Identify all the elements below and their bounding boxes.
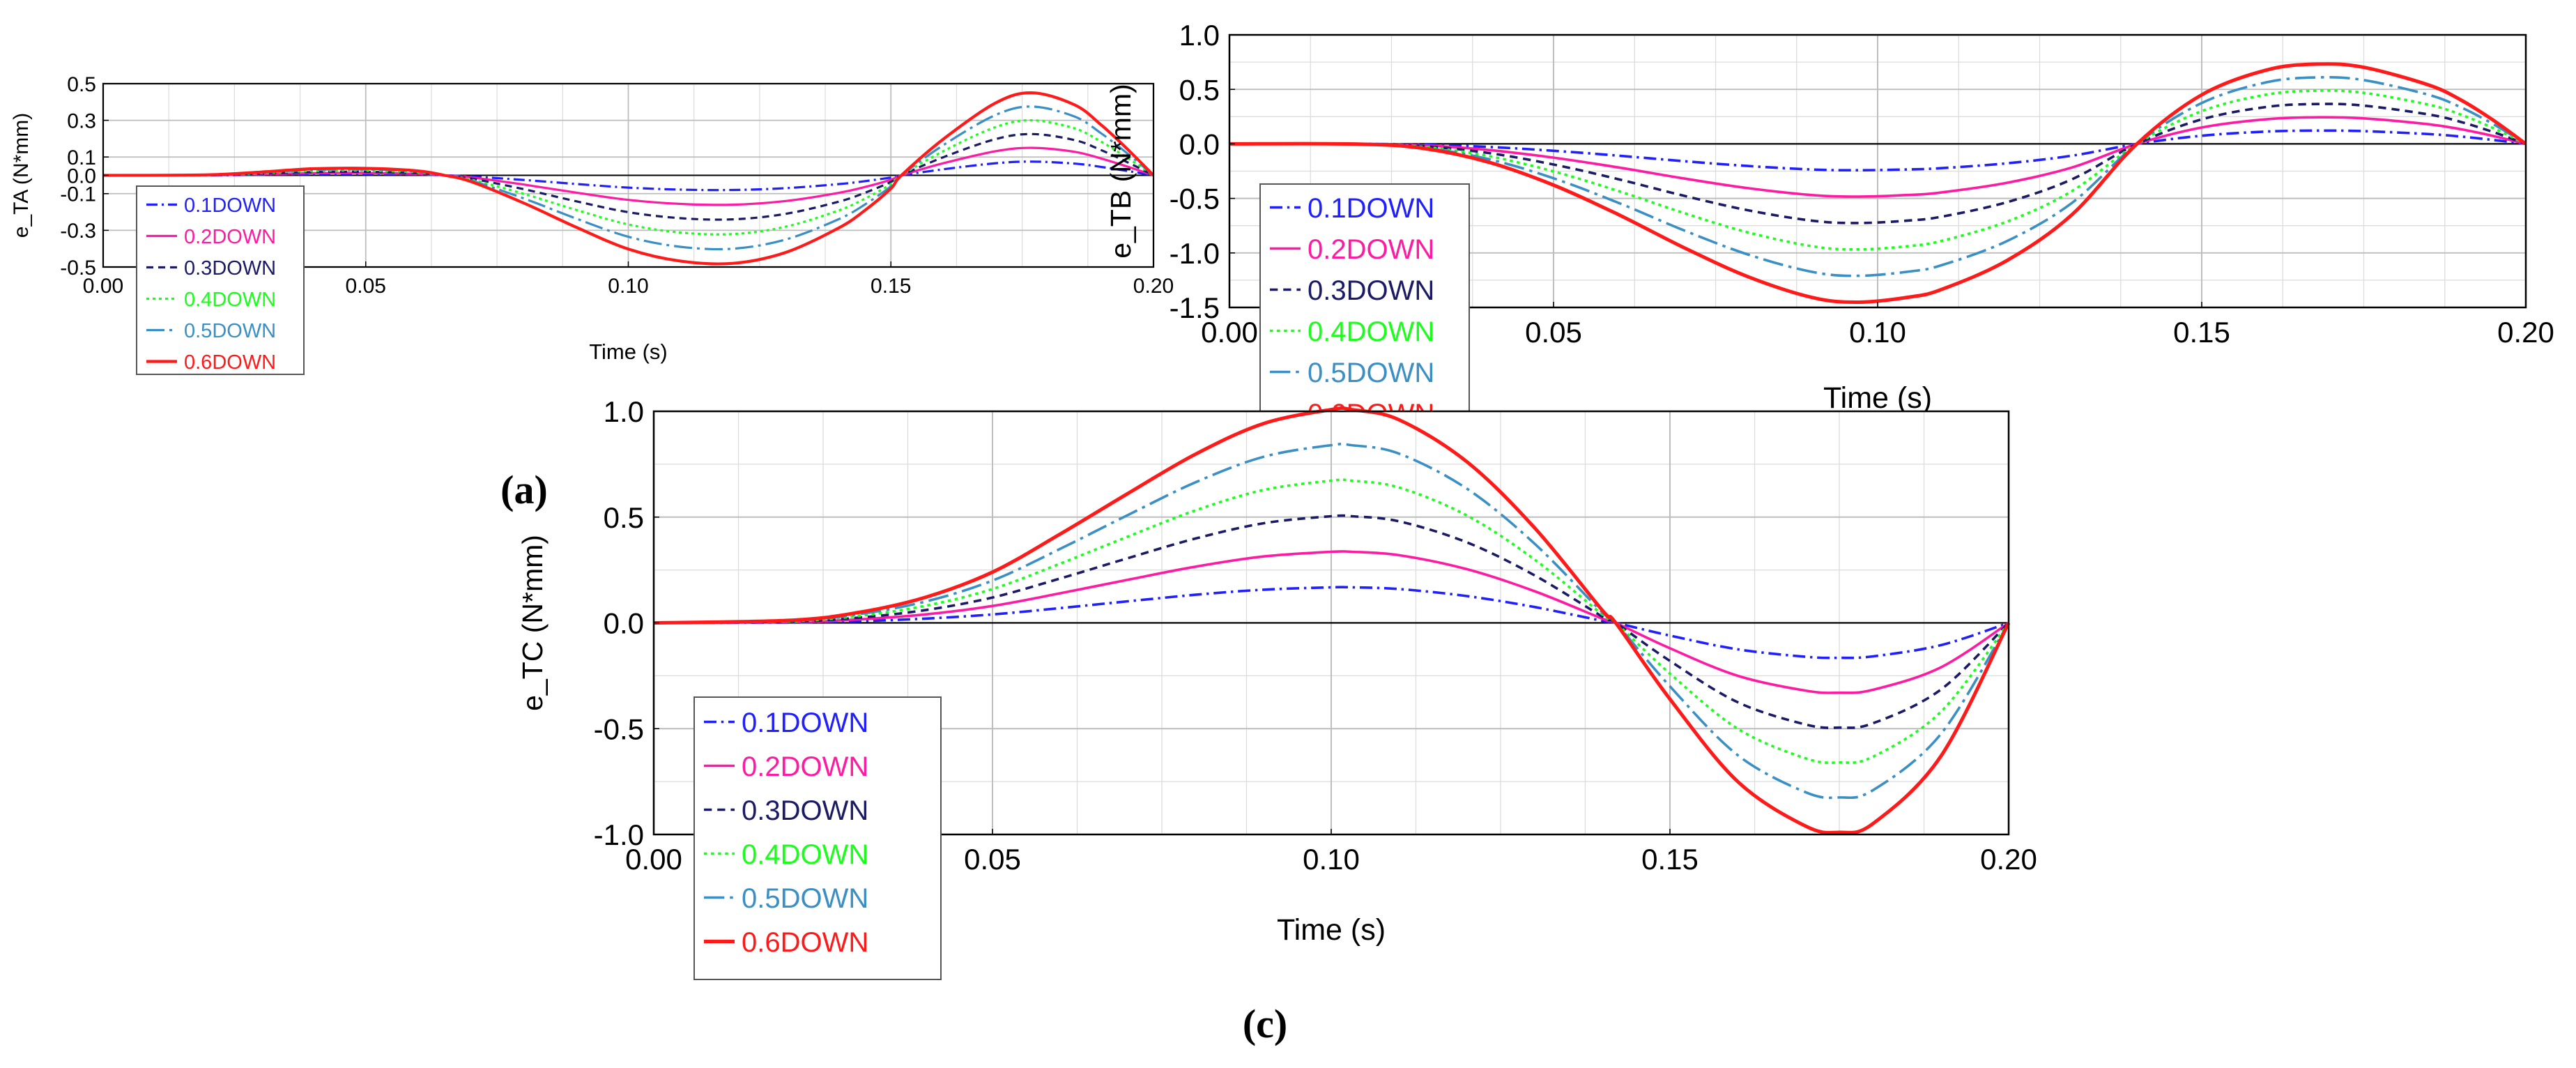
y-tick-label: -0.5 <box>60 257 96 280</box>
y-tick-label: -1.5 <box>1170 291 1220 324</box>
series-line-0.4down <box>653 478 2010 764</box>
series-line-0.2down <box>102 146 1154 206</box>
legend-label: 0.3DOWN <box>184 257 276 280</box>
x-axis-label: Time (s) <box>589 340 668 364</box>
y-tick-label: 0.5 <box>67 73 96 96</box>
legend-label: 0.1DOWN <box>1308 193 1434 224</box>
x-tick-label: 0.00 <box>1201 316 1258 349</box>
series-line-0.3down <box>1229 102 2527 224</box>
series-line-0.1down <box>1229 129 2527 172</box>
x-tick-label: 0.15 <box>1641 843 1699 876</box>
y-axis-label: e_TA (N*mm) <box>10 113 33 238</box>
x-tick-label: 0.10 <box>1849 316 1906 349</box>
series-line-0.1down <box>102 160 1154 192</box>
chart-b: 0.00 0.05 0.10 0.15 0.20-1.5-1.0-0.50.00.51.… <box>1105 19 2554 512</box>
y-axis-label: e_TB (N*mm) <box>1105 84 1137 259</box>
x-tick-label: 0.15 <box>871 275 911 298</box>
legend-box <box>1259 183 1470 446</box>
series-line-0.3down <box>653 514 2010 729</box>
x-tick-label: 0.10 <box>608 275 648 298</box>
y-tick-label: 0.0 <box>604 607 644 640</box>
y-tick-label: 0.5 <box>1179 73 1220 106</box>
y-tick-label: -0.5 <box>1170 183 1220 215</box>
chart-c: 0.00 0.05 0.10 0.15 0.20 -1.0 -0.5 0.0 0.5 1.0 Tim… <box>516 395 2037 1046</box>
chart-a: 0.00 0.05 0.10 0.15 0.20 -0.5 -0.3 -0.10.00.1 0.… <box>10 73 1174 512</box>
y-tick-label: 0.5 <box>604 501 644 534</box>
series-line-0.2down <box>1229 116 2527 198</box>
legend-label: 0.5DOWN <box>184 320 276 342</box>
x-tick-label: 0.00 <box>625 843 682 876</box>
y-tick-label: 0.0 <box>67 165 96 188</box>
x-tick-label: 0.20 <box>2497 316 2554 349</box>
x-tick-label: 0.10 <box>1303 843 1360 876</box>
legend-label: 0.1DOWN <box>742 708 868 738</box>
legend-label: 0.2DOWN <box>184 226 276 248</box>
x-tick-label: 0.05 <box>964 843 1021 876</box>
y-tick-label: 1.0 <box>604 395 644 428</box>
x-tick-label: 0.20 <box>1980 843 2037 876</box>
legend-label: 0.4DOWN <box>742 839 868 870</box>
series-line-0.6down <box>653 406 2011 835</box>
series-line-0.3down <box>102 132 1154 221</box>
y-tick-label: -1.0 <box>1170 237 1220 270</box>
legend-label: 0.1DOWN <box>184 194 276 217</box>
series-line-0.4down <box>102 119 1154 236</box>
series-line-0.6down <box>102 91 1155 266</box>
series-line-0.4down <box>1229 89 2527 251</box>
legend-box <box>136 185 305 375</box>
legend-label: 0.2DOWN <box>742 752 868 782</box>
y-axis-label: e_TC (N*mm) <box>516 535 549 711</box>
y-tick-label: -1.0 <box>594 818 644 851</box>
series-line-0.6down <box>1229 62 2527 305</box>
y-tick-label: 0.1 <box>67 146 96 169</box>
legend-label: 0.3DOWN <box>742 795 868 826</box>
legend-label: 0.2DOWN <box>1308 234 1434 265</box>
y-tick-label: 0.3 <box>67 109 96 132</box>
panel-label: (a) <box>500 467 548 512</box>
legend-label: 0.4DOWN <box>1308 316 1434 347</box>
series-line-0.1down <box>653 586 2009 659</box>
x-axis-label: Time (s) <box>1277 913 1386 947</box>
series-line-0.2down <box>653 549 2009 694</box>
y-tick-label: 0.0 <box>1179 128 1220 161</box>
legend-box <box>693 696 942 980</box>
x-tick-label: 0.15 <box>2173 316 2230 349</box>
series-line-0.5down <box>1229 76 2527 277</box>
panel-label: (c) <box>1243 1001 1287 1046</box>
legend-label: 0.4DOWN <box>184 289 276 311</box>
legend-label: 0.6DOWN <box>742 927 868 958</box>
legend-label: 0.5DOWN <box>1308 358 1434 388</box>
legend-label: 0.6DOWN <box>184 351 276 374</box>
x-tick-label: 0.20 <box>1133 275 1174 298</box>
legend-label: 0.3DOWN <box>1308 275 1434 306</box>
legend-label: 0.5DOWN <box>742 883 868 914</box>
x-tick-label: 0.05 <box>346 275 386 298</box>
series-line-0.5down <box>653 442 2010 800</box>
x-axis-label: Time (s) <box>1823 381 1932 415</box>
y-tick-label: -0.1 <box>60 183 96 206</box>
y-tick-label: -0.3 <box>60 220 96 243</box>
x-tick-label: 0.00 <box>83 275 123 298</box>
y-tick-label: 1.0 <box>1179 19 1220 52</box>
x-tick-label: 0.05 <box>1525 316 1582 349</box>
y-tick-label: -0.5 <box>594 712 644 745</box>
